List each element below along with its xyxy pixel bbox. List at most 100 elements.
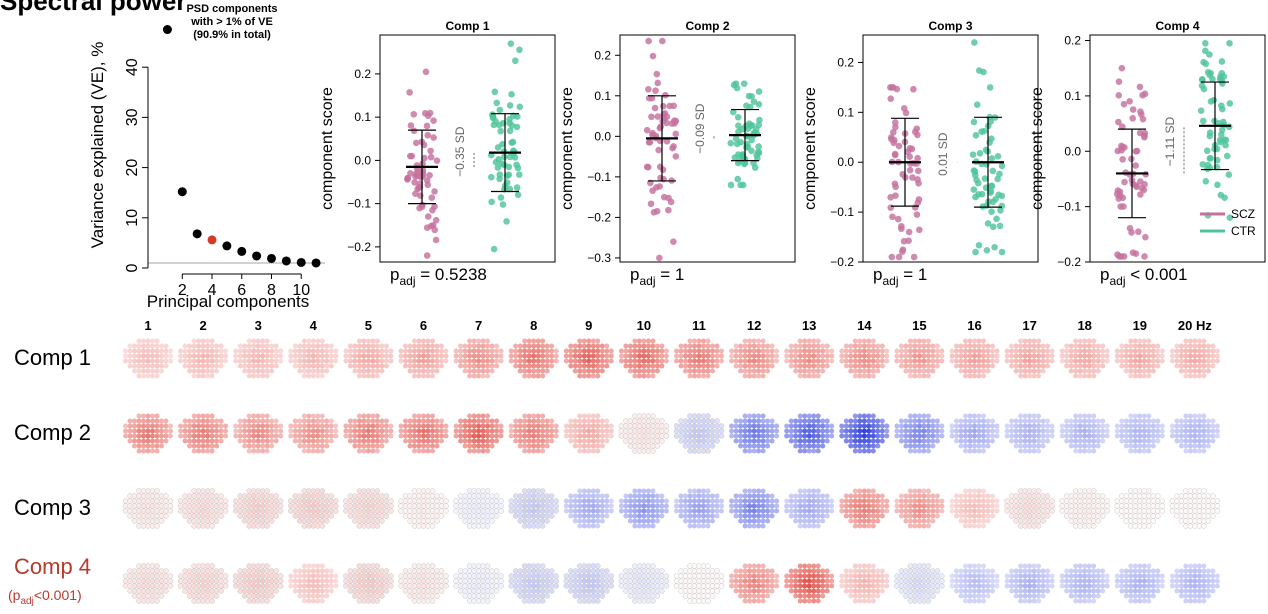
electrode — [1210, 363, 1216, 369]
data-point — [489, 114, 497, 122]
electrode — [383, 438, 389, 444]
electrode — [264, 368, 270, 374]
electrode — [205, 428, 211, 434]
electrode — [729, 503, 735, 509]
electrode — [802, 513, 808, 519]
electrode — [425, 358, 431, 364]
electrode — [127, 433, 133, 439]
electrode — [218, 353, 224, 359]
electrode — [870, 513, 876, 519]
electrode — [544, 353, 550, 359]
electrode — [412, 343, 417, 349]
data-point — [972, 248, 979, 256]
electrode — [458, 428, 464, 434]
data-point — [1218, 80, 1226, 87]
electrode — [374, 438, 380, 444]
electrode — [802, 488, 808, 494]
electrode — [976, 423, 982, 429]
electrode — [848, 443, 854, 449]
topomap-cell — [949, 488, 1000, 529]
electrode — [820, 348, 826, 354]
electrode — [205, 358, 211, 364]
electrode — [608, 348, 614, 354]
electrode — [581, 498, 587, 504]
electrode — [751, 428, 757, 434]
electrode — [1073, 418, 1079, 424]
electrode — [485, 418, 491, 424]
electrode — [1169, 423, 1175, 429]
electrode — [930, 368, 936, 374]
electrode — [209, 448, 215, 454]
electrode — [747, 343, 753, 349]
electrode — [1128, 353, 1134, 359]
electrode — [674, 358, 679, 364]
electrode — [205, 443, 211, 449]
electrode — [467, 448, 473, 454]
y-axis-label: component score — [1029, 87, 1046, 210]
electrode — [196, 443, 202, 449]
electrode — [861, 523, 867, 529]
electrode — [150, 358, 155, 364]
electrode — [145, 348, 151, 354]
electrode — [967, 503, 973, 509]
electrode — [251, 438, 257, 444]
electrode — [1201, 363, 1207, 369]
electrode — [1196, 363, 1202, 369]
electrode — [467, 413, 473, 419]
electrode — [678, 358, 684, 364]
electrode — [641, 498, 647, 504]
electrode — [319, 418, 325, 424]
electrode — [233, 428, 239, 434]
electrode — [604, 358, 610, 364]
electrode — [907, 498, 913, 504]
electrode — [738, 508, 744, 514]
electrode — [333, 433, 339, 439]
data-point — [909, 174, 916, 181]
electrode — [907, 438, 913, 444]
electrode — [733, 493, 739, 499]
electrode — [237, 418, 243, 424]
electrode — [742, 493, 748, 499]
electrode — [544, 443, 550, 449]
electrode — [861, 413, 867, 419]
electrode — [990, 493, 995, 499]
topomap-cell — [894, 488, 945, 529]
electrode — [522, 448, 528, 454]
electrode — [788, 503, 794, 509]
data-point — [1137, 108, 1144, 115]
electrode — [471, 428, 477, 434]
data-point — [1140, 186, 1148, 194]
electrode — [324, 443, 330, 449]
electrode — [981, 373, 986, 379]
data-point — [888, 134, 895, 141]
electrode — [590, 443, 596, 449]
electrode — [907, 343, 913, 349]
electrode — [976, 363, 982, 369]
electrode — [365, 433, 371, 439]
electrode — [242, 368, 248, 374]
data-point — [508, 90, 515, 98]
electrode — [388, 498, 394, 504]
electrode — [733, 508, 739, 514]
electrode — [1146, 353, 1152, 359]
electrode — [718, 423, 725, 429]
row-sublabel: (padj<0.001) — [8, 587, 82, 607]
electrode — [356, 438, 362, 444]
electrode — [136, 368, 142, 374]
electrode — [875, 348, 881, 354]
electrode — [268, 518, 275, 524]
data-point — [887, 95, 895, 102]
electrode — [264, 438, 270, 444]
electrode — [903, 423, 909, 429]
electrode — [738, 518, 744, 524]
electrode — [531, 363, 537, 369]
electrode — [925, 433, 931, 439]
topomap-cell — [288, 338, 339, 379]
electrode — [692, 358, 697, 364]
electrode — [255, 368, 261, 374]
electrode — [972, 413, 977, 419]
y-tick-label: 0.1 — [837, 105, 854, 119]
electrode — [365, 353, 371, 359]
data-point — [1214, 181, 1221, 189]
data-point — [980, 68, 987, 76]
